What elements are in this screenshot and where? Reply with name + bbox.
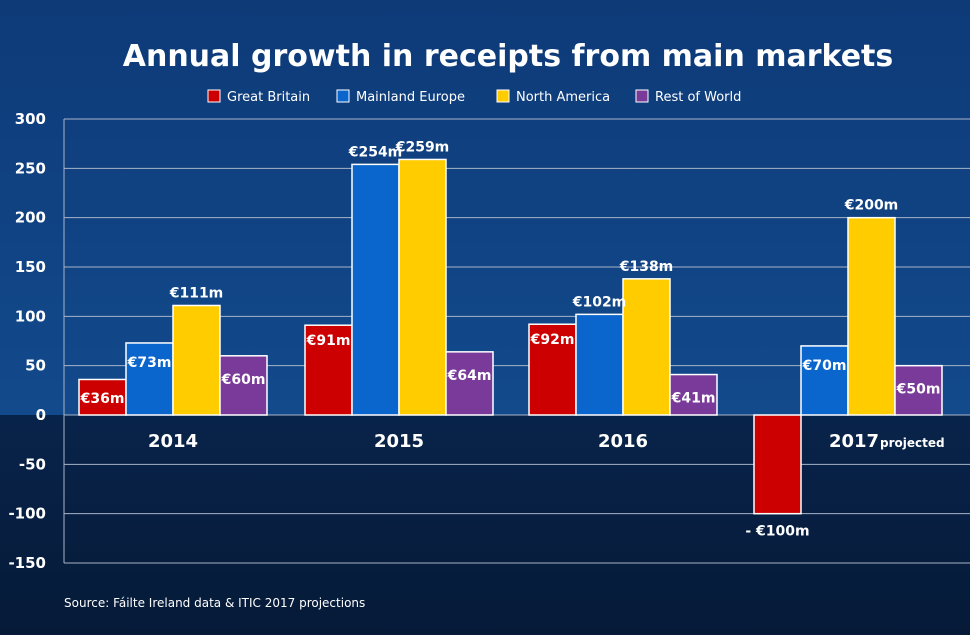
legend-label: North America — [516, 90, 610, 105]
data-label: €138m — [619, 259, 674, 275]
bar — [894, 364, 943, 416]
y-tick-label: 300 — [15, 110, 46, 128]
bar — [528, 323, 577, 416]
bar — [398, 158, 447, 416]
bar — [351, 163, 400, 416]
legend-swatch — [496, 89, 510, 103]
data-label: €254m — [348, 144, 403, 160]
data-label: €36m — [80, 391, 125, 407]
category-note: projected — [880, 436, 945, 450]
y-tick-label: -150 — [8, 554, 46, 572]
y-tick-label: 0 — [36, 406, 46, 424]
category-label: 2015 — [374, 431, 424, 452]
category-labels: 2014 2015 2016 2017 projected — [148, 431, 945, 452]
source-note: Source: Fáilte Ireland data & ITIC 2017 … — [64, 596, 365, 610]
bar — [847, 216, 896, 416]
legend-swatch — [336, 89, 350, 103]
bar — [669, 373, 718, 416]
y-tick-label: 50 — [25, 357, 46, 375]
bar — [219, 355, 268, 416]
bar — [753, 414, 802, 515]
bar — [622, 278, 671, 416]
y-tick-label: 150 — [15, 258, 46, 276]
data-label: €102m — [572, 294, 627, 310]
legend-label: Great Britain — [227, 90, 310, 105]
data-label: €92m — [530, 332, 575, 348]
data-label: €60m — [221, 372, 266, 388]
data-label: €111m — [169, 285, 224, 301]
category-label: 2016 — [598, 431, 648, 452]
y-tick-label: -50 — [19, 455, 46, 473]
y-tick-label: 250 — [15, 159, 46, 177]
data-label: - €100m — [745, 524, 809, 540]
y-tick-label: 100 — [15, 307, 46, 325]
background-lower — [0, 415, 970, 635]
bar — [172, 304, 221, 416]
bar — [800, 345, 849, 416]
data-label: €41m — [671, 391, 716, 407]
data-label: €259m — [395, 139, 450, 155]
gridlines: 300 250 200 150 100 50 0 -50 -100 -150 — [8, 110, 970, 572]
category-label: 2014 — [148, 431, 198, 452]
category-label: 2017 — [829, 431, 879, 452]
bar — [125, 342, 174, 416]
legend-label: Rest of World — [655, 90, 741, 105]
data-labels: €36m €73m €111m €60m €91m €254m€259m €64m €92m €… — [80, 139, 941, 539]
data-label: €200m — [844, 198, 899, 214]
y-tick-label: 200 — [15, 209, 46, 227]
y-tick-label: -100 — [8, 505, 46, 523]
legend-swatch — [207, 89, 221, 103]
bar — [304, 324, 353, 416]
data-label: €64m — [447, 368, 492, 384]
legend: Great Britain Mainland Europe North Americ… — [207, 89, 741, 105]
bars — [78, 158, 943, 515]
data-label: €50m — [896, 382, 941, 398]
bar — [575, 313, 624, 416]
data-label: €70m — [802, 358, 847, 374]
data-label: €73m — [127, 355, 172, 371]
legend-label: Mainland Europe — [356, 90, 465, 105]
bar — [78, 378, 127, 416]
legend-swatch — [635, 89, 649, 103]
data-label: €91m — [306, 333, 351, 349]
chart-title: Annual growth in receipts from main mark… — [123, 39, 894, 74]
bar — [445, 351, 494, 416]
